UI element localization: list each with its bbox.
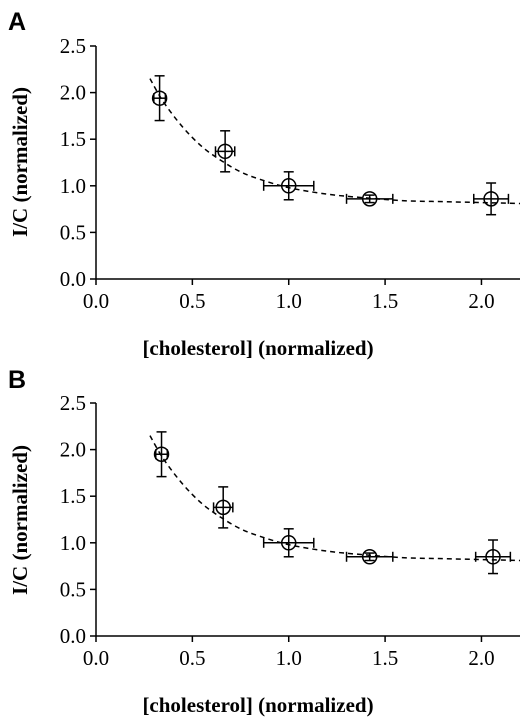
x-tick-label: 0.0: [83, 646, 109, 670]
data-point: [151, 90, 168, 106]
x-tick-label: 2.0: [468, 289, 494, 313]
y-tick-label: 0.0: [60, 267, 86, 291]
y-tick-label: 2.5: [60, 34, 86, 58]
x-axis-title: [cholesterol] (normalized): [142, 336, 373, 360]
x-tick-label: 1.0: [276, 289, 302, 313]
y-tick-label: 1.5: [60, 127, 86, 151]
x-tick-label: 0.5: [179, 289, 205, 313]
y-tick-label: 2.0: [60, 81, 86, 105]
x-tick-label: 1.5: [372, 289, 398, 313]
x-tick-label: 2.0: [468, 646, 494, 670]
data-point: [361, 191, 378, 207]
panel-a: A [cholesterol] (normalized) I/C (normal…: [8, 8, 520, 360]
data-point: [215, 499, 231, 516]
y-axis-title: I/C (normalized): [8, 87, 32, 237]
data-point: [217, 143, 233, 160]
y-tick-label: 2.0: [60, 438, 86, 462]
y-tick-label: 0.0: [60, 624, 86, 648]
y-axis-title: I/C (normalized): [8, 445, 32, 595]
data-point: [153, 446, 170, 463]
y-tick-label: 1.0: [60, 174, 86, 198]
fit-curve: [149, 78, 520, 205]
x-tick-label: 0.0: [83, 289, 109, 313]
y-tick-label: 2.5: [60, 391, 86, 415]
data-point: [485, 549, 501, 565]
data-point: [361, 549, 378, 565]
x-axis-title: [cholesterol] (normalized): [142, 693, 373, 717]
panel-label-b: B: [8, 366, 26, 394]
data-point: [280, 535, 297, 551]
x-tick-label: 1.0: [276, 646, 302, 670]
panel-b: B [cholesterol] (normalized) I/C (normal…: [8, 366, 520, 717]
data-point: [280, 178, 297, 194]
fit-curve: [149, 435, 520, 562]
x-tick-label: 0.5: [179, 646, 205, 670]
x-tick-label: 1.5: [372, 646, 398, 670]
y-tick-label: 1.0: [60, 531, 86, 555]
data-point: [483, 191, 499, 207]
y-tick-label: 0.5: [60, 220, 86, 244]
y-tick-label: 1.5: [60, 484, 86, 508]
panel-label-a: A: [8, 8, 26, 36]
y-tick-label: 0.5: [60, 577, 86, 601]
